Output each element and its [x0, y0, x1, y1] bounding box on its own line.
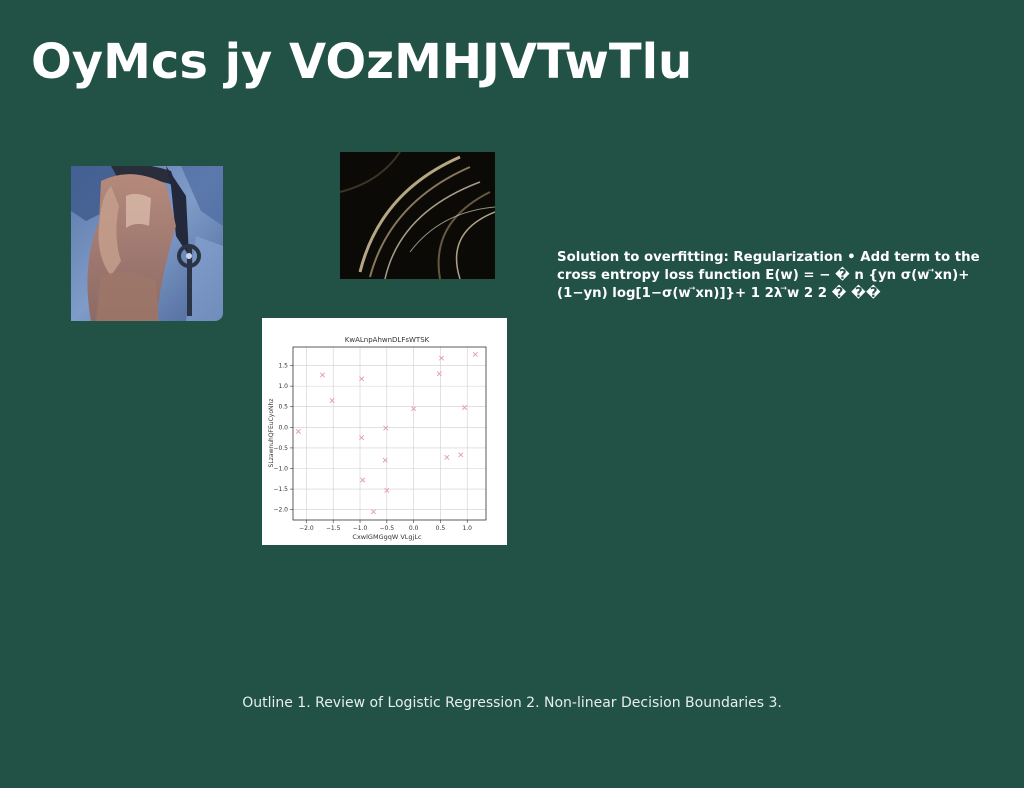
data-point-stroke [359, 376, 365, 382]
data-point [384, 487, 390, 493]
abstract-swirl-illustration [340, 152, 495, 279]
data-point-stroke [359, 435, 365, 441]
data-point [359, 376, 365, 382]
y-tick-label: −0.5 [273, 445, 288, 452]
data-point-stroke [438, 355, 445, 361]
data-point-stroke [370, 509, 376, 515]
y-tick-label: 1.0 [278, 383, 288, 390]
data-point-stroke [329, 398, 335, 404]
data-point [383, 425, 389, 431]
data-point [444, 454, 450, 460]
y-tick-label: −1.0 [273, 466, 288, 473]
data-point [462, 405, 468, 411]
x-tick-label: 0.0 [409, 525, 419, 532]
data-point [360, 477, 366, 483]
data-point [295, 428, 301, 434]
plot-frame [292, 346, 487, 521]
woman-photo-illustration [71, 166, 223, 321]
y-tick-label: 1.5 [278, 363, 288, 370]
outline-text: Outline 1. Review of Logistic Regression… [242, 695, 782, 711]
data-point [436, 371, 442, 377]
data-point-stroke [319, 372, 326, 378]
data-point-stroke [411, 406, 417, 412]
x-tick-label: 0.5 [436, 525, 446, 532]
data-point [472, 351, 478, 357]
abstract-swirl-photo [340, 152, 495, 279]
data-point-stroke [458, 452, 464, 458]
y-tick-label: 0.5 [278, 404, 288, 411]
data-point-stroke [436, 371, 442, 377]
x-tick-label: −1.5 [326, 525, 341, 532]
x-tick-label: 1.0 [462, 525, 472, 532]
data-point [411, 406, 417, 412]
regularization-text: Solution to overfitting: Regularization … [557, 250, 980, 301]
x-tick-label: −2.0 [299, 525, 314, 532]
data-point-stroke [444, 454, 450, 460]
woman-photo [71, 166, 223, 321]
data-point [359, 435, 365, 441]
data-point-stroke [360, 477, 366, 483]
data-point [329, 398, 335, 404]
x-tick-label: −1.0 [353, 525, 368, 532]
data-point [370, 509, 376, 515]
chart-x-axis-label: CxwlGMGgqW VLgjLc [352, 533, 422, 541]
data-point [458, 452, 464, 458]
data-point-stroke [295, 428, 301, 434]
data-point [319, 372, 326, 378]
data-point-stroke [472, 351, 478, 357]
scatter-plot: KwALnpAhwnDLFsWTSK CxwlGMGgqW VLgjLc SLz… [262, 318, 507, 545]
y-tick-label: −2.0 [273, 507, 288, 514]
scatter-plot-canvas: KwALnpAhwnDLFsWTSK CxwlGMGgqW VLgjLc SLz… [262, 318, 507, 545]
data-point-stroke [382, 457, 388, 463]
data-point-stroke [383, 425, 389, 431]
chart-title: KwALnpAhwnDLFsWTSK [345, 336, 430, 344]
y-tick-label: 0.0 [278, 424, 288, 431]
slide-title: OyMcs jy VOzMHJVTwTlu [31, 34, 693, 90]
data-point-stroke [384, 487, 390, 493]
data-point-stroke [462, 405, 468, 411]
x-tick-label: −0.5 [380, 525, 395, 532]
data-point [438, 355, 445, 361]
data-point [382, 457, 388, 463]
chart-y-axis-label: SLzawnuhQFEuCyoNhz [268, 399, 275, 468]
y-tick-label: −1.5 [273, 486, 288, 493]
